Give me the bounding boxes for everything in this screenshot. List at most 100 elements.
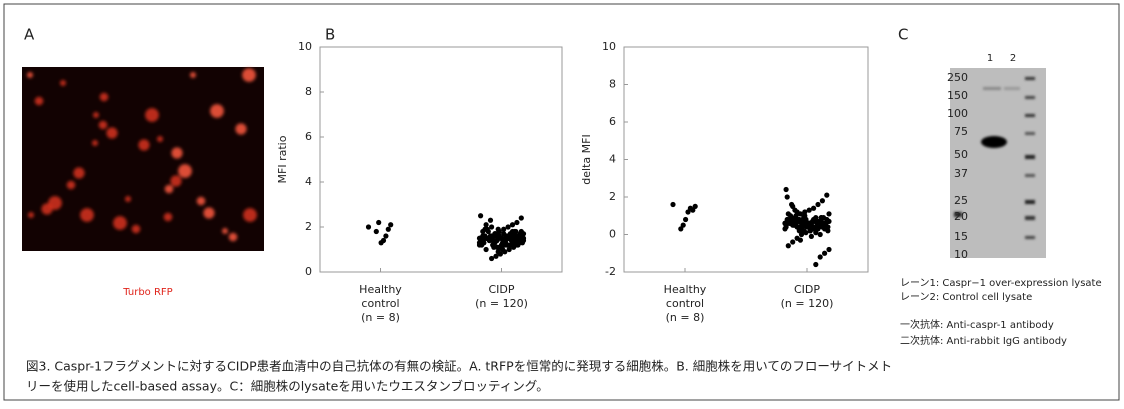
- cell: [222, 228, 228, 234]
- cell: [157, 136, 163, 142]
- data-point: [683, 217, 688, 222]
- y-tick-label: -2: [605, 265, 616, 278]
- data-point: [374, 229, 379, 234]
- cell: [235, 123, 246, 134]
- figure-caption: リーを使用したcell-based assay。C：細胞株のlysateを用いた…: [26, 379, 549, 394]
- cell: [113, 216, 127, 230]
- cell: [242, 68, 256, 82]
- data-point: [388, 222, 393, 227]
- blot-legend: 一次抗体: Anti-caspr-1 antibody: [900, 318, 1054, 331]
- x-tick-label: (n = 120): [781, 297, 834, 310]
- data-point: [512, 229, 517, 234]
- data-point: [792, 208, 797, 213]
- y-tick-label: 10: [602, 40, 616, 53]
- cell: [67, 181, 76, 190]
- y-tick-label: 2: [609, 190, 616, 203]
- lane-label: 2: [1010, 53, 1016, 64]
- data-point: [386, 227, 391, 232]
- y-tick-label: 4: [609, 153, 616, 166]
- x-tick-label: (n = 8): [361, 311, 400, 324]
- x-tick-label: control: [666, 297, 704, 310]
- x-tick-label: (n = 8): [666, 311, 705, 324]
- cell: [60, 80, 66, 86]
- data-point: [818, 254, 823, 259]
- data-point: [793, 215, 798, 220]
- panel-label: B: [325, 26, 335, 44]
- data-point: [789, 202, 794, 207]
- cell: [125, 196, 131, 202]
- data-point: [480, 229, 485, 234]
- y-tick-label: 6: [609, 115, 616, 128]
- cell: [171, 147, 182, 158]
- blot-legend: 二次抗体: Anti-rabbit IgG antibody: [900, 334, 1067, 347]
- data-point: [809, 234, 814, 239]
- panel-label: A: [24, 26, 35, 44]
- data-point: [489, 233, 494, 238]
- figure-caption: 図3. Caspr-1フラグメントに対するCIDP患者血清中の自己抗体の有無の検…: [26, 359, 892, 374]
- data-point: [379, 240, 384, 245]
- data-point: [813, 215, 818, 220]
- data-point: [785, 194, 790, 199]
- data-point: [480, 240, 485, 245]
- marker-label: 75: [954, 125, 968, 138]
- cell: [243, 208, 257, 222]
- data-point: [685, 209, 690, 214]
- data-point: [678, 226, 683, 231]
- panel-label: C: [898, 26, 908, 44]
- data-point: [790, 239, 795, 244]
- data-point: [820, 198, 825, 203]
- x-tick-label: Healthy: [664, 283, 707, 296]
- data-point: [510, 240, 515, 245]
- data-point: [510, 222, 515, 227]
- data-point: [485, 236, 490, 241]
- data-point: [478, 213, 483, 218]
- y-tick-label: 0: [609, 228, 616, 241]
- cell: [229, 233, 238, 242]
- data-point: [495, 233, 500, 238]
- marker-label: 10: [954, 248, 968, 261]
- cell: [197, 197, 206, 206]
- cell: [100, 93, 109, 102]
- data-point: [493, 238, 498, 243]
- cell: [164, 213, 173, 222]
- y-tick-label: 8: [609, 78, 616, 91]
- data-point: [822, 251, 827, 256]
- data-point: [493, 254, 498, 259]
- blot-legend: レーン2: Control cell lysate: [900, 292, 1032, 303]
- y-tick-label: 6: [305, 130, 312, 143]
- data-point: [790, 223, 795, 228]
- cell: [92, 140, 98, 146]
- blot-legend: レーン1: Caspr−1 over-expression lysate: [900, 278, 1102, 289]
- data-point: [786, 219, 791, 224]
- data-point: [798, 238, 803, 243]
- cell: [93, 112, 99, 118]
- data-point: [501, 227, 506, 232]
- data-point: [519, 215, 524, 220]
- marker-label: 37: [954, 167, 968, 180]
- fluorescence-image: [22, 67, 264, 251]
- x-tick-label: (n = 120): [475, 297, 528, 310]
- data-point: [489, 256, 494, 261]
- data-point: [826, 211, 831, 216]
- x-tick-label: CIDP: [488, 283, 514, 296]
- cell: [145, 108, 159, 122]
- marker-label: 50: [954, 148, 968, 161]
- cell: [210, 104, 224, 118]
- data-point: [383, 233, 388, 238]
- data-point: [499, 242, 504, 247]
- data-point: [485, 227, 490, 232]
- marker-label: 250: [947, 71, 968, 84]
- data-point: [508, 236, 513, 241]
- cell: [178, 164, 192, 178]
- cell: [203, 207, 214, 218]
- data-point: [503, 240, 508, 245]
- data-point: [506, 224, 511, 229]
- y-tick-label: 8: [305, 85, 312, 98]
- x-tick-label: Healthy: [359, 283, 402, 296]
- data-point: [496, 249, 501, 254]
- data-point: [670, 202, 675, 207]
- cell: [165, 185, 174, 194]
- marker-label: 20: [954, 210, 968, 223]
- marker-label: 150: [947, 89, 968, 102]
- cell: [80, 208, 94, 222]
